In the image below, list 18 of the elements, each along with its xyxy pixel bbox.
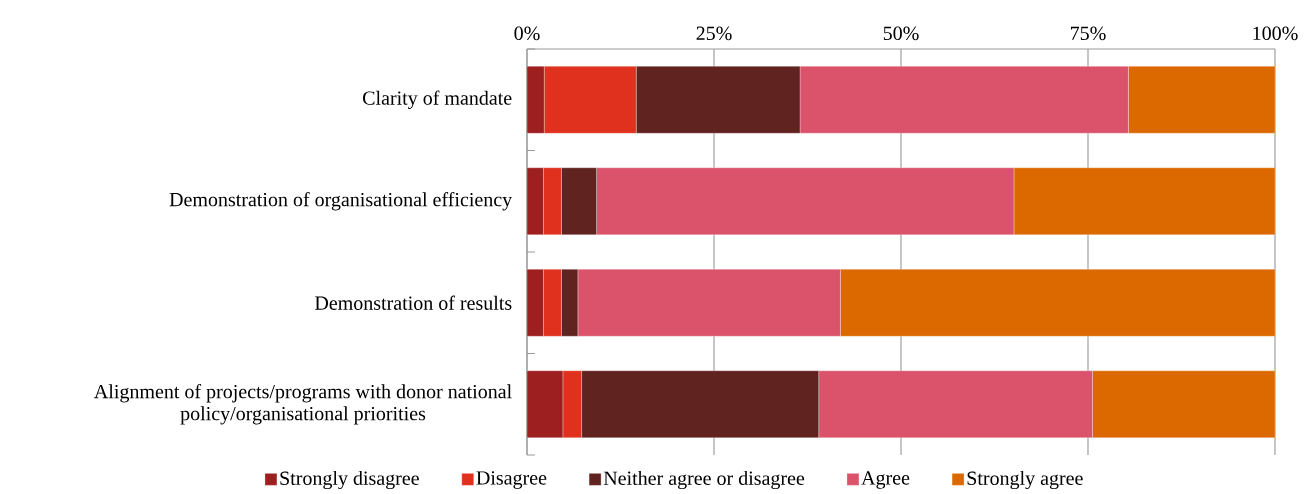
y-tick-label: Demonstration of organisational efficiency [169,192,513,211]
bar [527,66,545,134]
legend-label: Disagree [476,471,547,489]
bar [527,167,544,235]
legend-label: Agree [861,471,910,489]
bar [527,370,564,438]
x-tick-label: 25% [696,26,732,41]
bar [527,269,544,337]
legend-label: Neither agree or disagree [603,470,805,490]
y-tick-label: Clarity of mandate [363,90,512,109]
x-tick-label: 100% [1253,26,1298,41]
legend-label: Strongly agree [967,470,1083,490]
legend-label: Strongly disagree [280,470,419,490]
x-tick-label: 75% [1070,26,1106,41]
x-tick-label: 50% [883,26,919,41]
x-tick-label: 0% [514,26,540,41]
y-tick-label: Demonstration of results [314,295,512,310]
y-tick-label: Alignment of projects/programs with donor national policy/organisational priorities [94,384,512,425]
